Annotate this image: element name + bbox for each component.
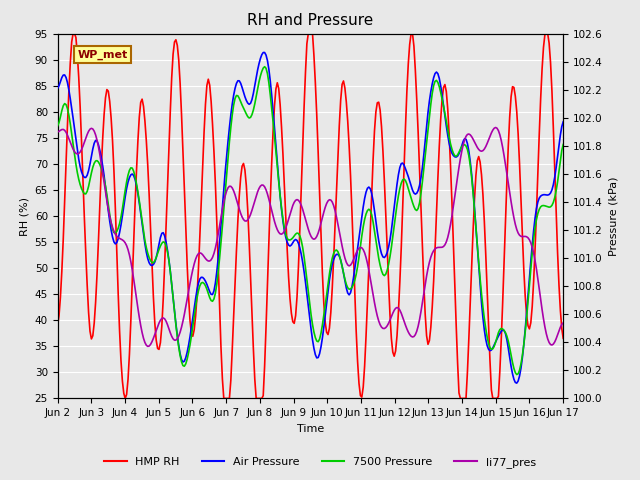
Y-axis label: RH (%): RH (%)	[19, 196, 29, 236]
X-axis label: Time: Time	[297, 424, 324, 433]
Legend: HMP RH, Air Pressure, 7500 Pressure, li77_pres: HMP RH, Air Pressure, 7500 Pressure, li7…	[100, 452, 540, 472]
Y-axis label: Pressure (kPa): Pressure (kPa)	[608, 176, 618, 256]
Title: RH and Pressure: RH and Pressure	[247, 13, 374, 28]
Text: WP_met: WP_met	[78, 49, 128, 60]
